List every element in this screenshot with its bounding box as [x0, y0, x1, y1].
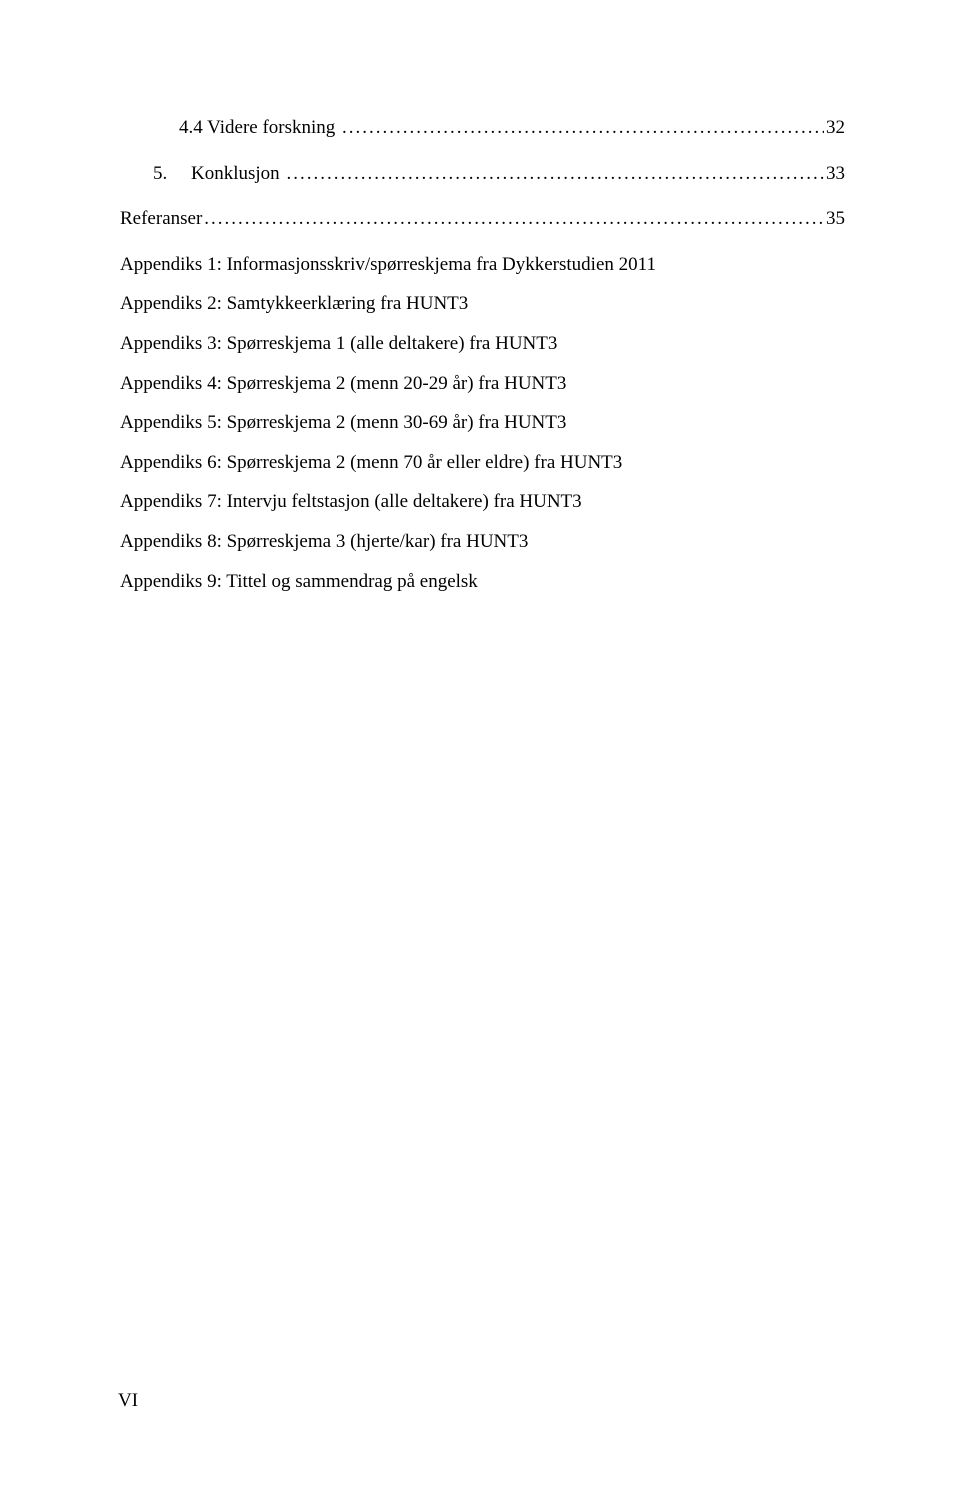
appendix-item: Appendiks 6: Spørreskjema 2 (menn 70 år …: [120, 450, 845, 477]
toc-label: 5. Konklusjon: [153, 161, 284, 188]
appendix-item: Appendiks 2: Samtykkeerklæring fra HUNT3: [120, 291, 845, 318]
toc-entry: 4.4 Videre forskning 32: [120, 115, 845, 142]
appendix-item: Appendiks 7: Intervju feltstasjon (alle …: [120, 489, 845, 516]
appendix-list: Appendiks 1: Informasjonsskriv/spørreskj…: [120, 252, 845, 595]
toc-page-number: 35: [824, 206, 845, 233]
toc-entry: Referanser 35: [120, 206, 845, 233]
page-number: VI: [118, 1390, 138, 1412]
toc-dots: [340, 115, 824, 142]
toc-label: Referanser: [120, 206, 202, 233]
appendix-item: Appendiks 4: Spørreskjema 2 (menn 20-29 …: [120, 371, 845, 398]
appendix-item: Appendiks 8: Spørreskjema 3 (hjerte/kar)…: [120, 529, 845, 556]
document-page: 4.4 Videre forskning 32 5. Konklusjon 33…: [0, 0, 960, 1487]
appendix-item: Appendiks 3: Spørreskjema 1 (alle deltak…: [120, 331, 845, 358]
appendix-item: Appendiks 9: Tittel og sammendrag på eng…: [120, 569, 845, 596]
appendix-item: Appendiks 1: Informasjonsskriv/spørreskj…: [120, 252, 845, 279]
appendix-item: Appendiks 5: Spørreskjema 2 (menn 30-69 …: [120, 410, 845, 437]
toc-page-number: 33: [824, 161, 845, 188]
toc-entry: 5. Konklusjon 33: [120, 161, 845, 188]
toc-page-number: 32: [824, 115, 845, 142]
toc-dots: [202, 206, 824, 233]
toc-label: 4.4 Videre forskning: [160, 115, 340, 142]
toc-dots: [284, 161, 824, 188]
